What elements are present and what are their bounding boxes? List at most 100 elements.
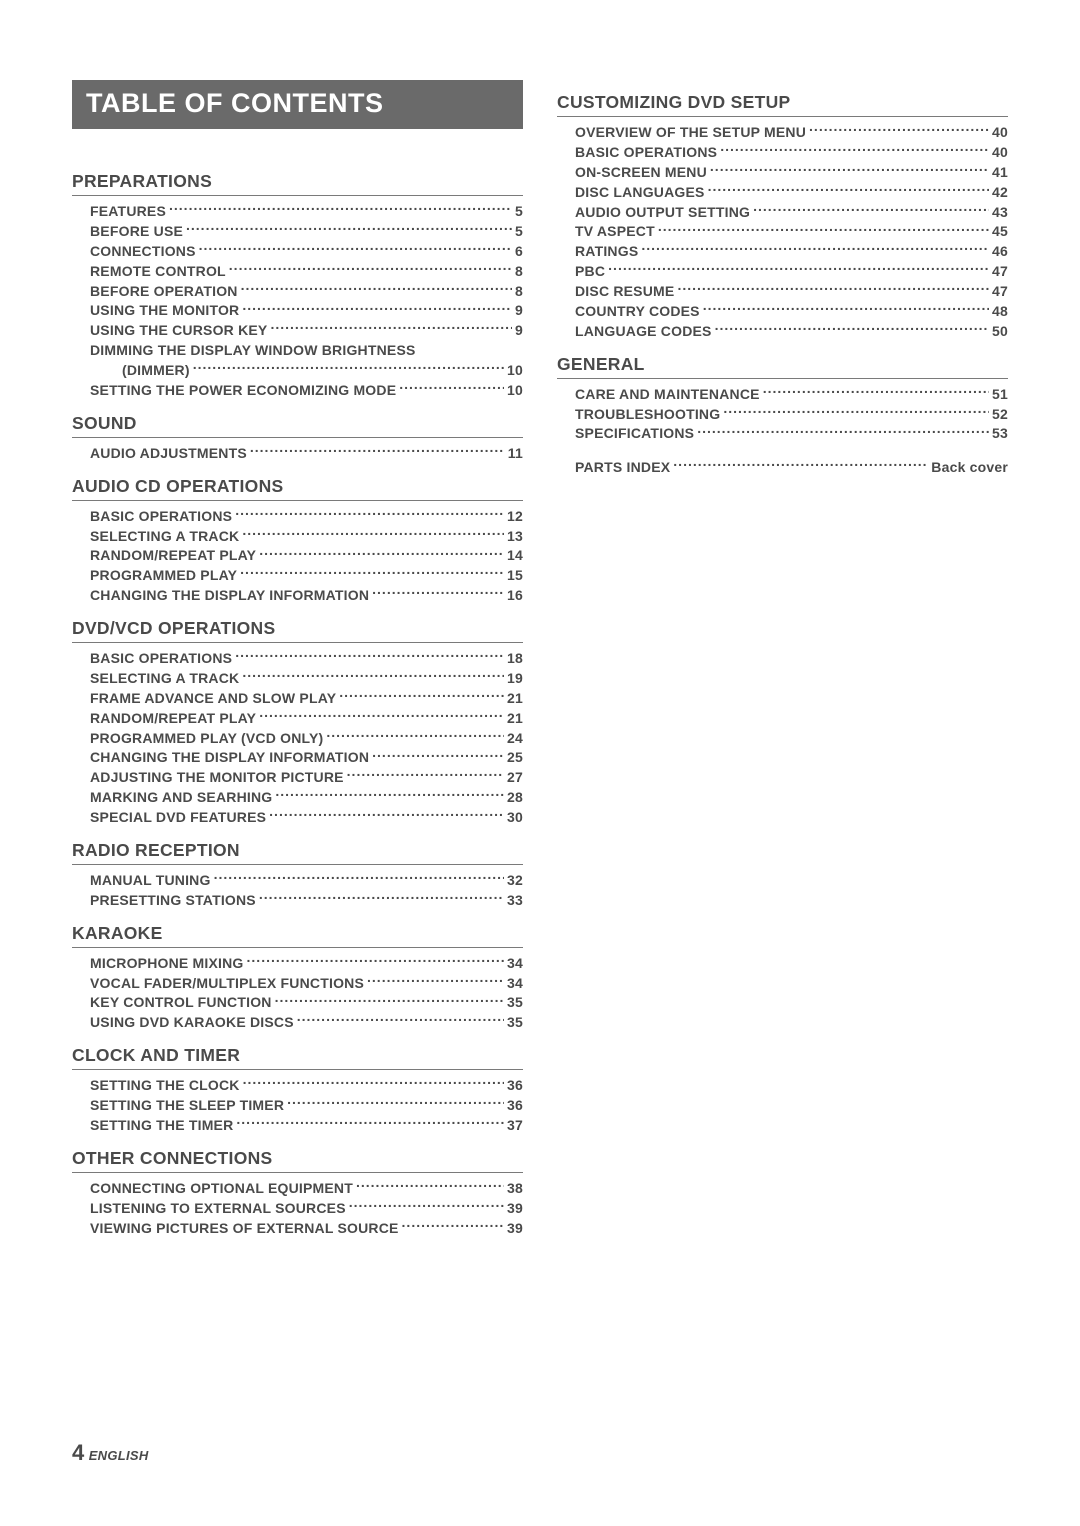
toc-label: PRESETTING STATIONS — [90, 891, 256, 911]
toc-page: 41 — [992, 163, 1008, 183]
page-number: 4 — [72, 1440, 84, 1465]
toc-label: BEFORE OPERATION — [90, 282, 238, 302]
toc-label: MICROPHONE MIXING — [90, 954, 244, 974]
toc-dots — [347, 768, 504, 782]
toc-row: (DIMMER)10 — [90, 361, 523, 381]
section-header: PREPARATIONS — [72, 171, 523, 196]
toc-page: 21 — [507, 689, 523, 709]
toc-dots — [763, 385, 989, 399]
toc-label: PROGRAMMED PLAY — [90, 566, 237, 586]
toc-entries: OVERVIEW OF THE SETUP MENU40BASIC OPERAT… — [557, 123, 1008, 342]
section-header: CUSTOMIZING DVD SETUP — [557, 92, 1008, 117]
toc-dots — [259, 891, 504, 905]
toc-label: USING THE MONITOR — [90, 301, 239, 321]
toc-label: RANDOM/REPEAT PLAY — [90, 709, 256, 729]
toc-page: 11 — [508, 444, 523, 464]
toc-entries: BASIC OPERATIONS12SELECTING A TRACK13RAN… — [72, 507, 523, 606]
toc-row: LISTENING TO EXTERNAL SOURCES39 — [90, 1199, 523, 1219]
toc-dots — [236, 1116, 504, 1130]
toc-page: 30 — [507, 808, 523, 828]
toc-dots — [367, 974, 504, 988]
toc-row: CARE AND MAINTENANCE 51 — [575, 385, 1008, 405]
toc-row: MICROPHONE MIXING 34 — [90, 954, 523, 974]
toc-label: SELECTING A TRACK — [90, 527, 239, 547]
toc-label: MARKING AND SEARHING — [90, 788, 272, 808]
toc-row: CHANGING THE DISPLAY INFORMATION25 — [90, 748, 523, 768]
toc-label: BEFORE USE — [90, 222, 183, 242]
toc-label: COUNTRY CODES — [575, 302, 700, 322]
toc-dots — [720, 143, 989, 157]
toc-row: REMOTE CONTROL 8 — [90, 262, 523, 282]
toc-label: RATINGS — [575, 242, 638, 262]
toc-dots — [287, 1096, 504, 1110]
toc-page: 51 — [992, 385, 1008, 405]
toc-entries: MICROPHONE MIXING34VOCAL FADER/MULTIPLEX… — [72, 954, 523, 1034]
toc-row: SPECIAL DVD FEATURES30 — [90, 808, 523, 828]
toc-row: DIMMING THE DISPLAY WINDOW BRIGHTNESS — [90, 341, 523, 361]
section-header: CLOCK AND TIMER — [72, 1045, 523, 1070]
page-language: ENGLISH — [89, 1448, 149, 1463]
toc-dots — [247, 954, 504, 968]
toc-row: CHANGING THE DISPLAY INFORMATION16 — [90, 586, 523, 606]
toc-row: FEATURES5 — [90, 202, 523, 222]
toc-label: CONNECTIONS — [90, 242, 196, 262]
toc-page: 8 — [515, 262, 523, 282]
toc-row: ADJUSTING THE MONITOR PICTURE27 — [90, 768, 523, 788]
toc-page: 8 — [515, 282, 523, 302]
toc-dots — [641, 242, 989, 256]
toc-page: 15 — [507, 566, 523, 586]
spacer — [575, 444, 1008, 458]
toc-page: 35 — [507, 1013, 523, 1033]
toc-row: RANDOM/REPEAT PLAY14 — [90, 546, 523, 566]
toc-entries: AUDIO ADJUSTMENTS11 — [72, 444, 523, 464]
toc-dots — [349, 1199, 504, 1213]
toc-row: MARKING AND SEARHING 28 — [90, 788, 523, 808]
toc-row: AUDIO OUTPUT SETTING43 — [575, 203, 1008, 223]
toc-row: BEFORE USE 5 — [90, 222, 523, 242]
right-column: CUSTOMIZING DVD SETUP OVERVIEW OF THE SET… — [557, 80, 1008, 1238]
toc-page: 37 — [507, 1116, 523, 1136]
toc-dots — [259, 709, 504, 723]
toc-label: BASIC OPERATIONS — [90, 649, 232, 669]
toc-page: 19 — [507, 669, 523, 689]
toc-row: SETTING THE TIMER37 — [90, 1116, 523, 1136]
toc-dots — [753, 203, 989, 217]
left-sections: PREPARATIONSFEATURES5BEFORE USE5CONNECTI… — [72, 171, 523, 1238]
section-header: GENERAL — [557, 354, 1008, 379]
toc-label: AUDIO OUTPUT SETTING — [575, 203, 750, 223]
toc-page: 34 — [507, 974, 523, 994]
right-sections: CUSTOMIZING DVD SETUP OVERVIEW OF THE SET… — [557, 92, 1008, 478]
toc-row: PBC47 — [575, 262, 1008, 282]
toc-row: PRESETTING STATIONS33 — [90, 891, 523, 911]
toc-row: CONNECTIONS6 — [90, 242, 523, 262]
section-header: SOUND — [72, 413, 523, 438]
toc-page: 12 — [507, 507, 523, 527]
toc-label: SETTING THE POWER ECONOMIZING MODE — [90, 381, 396, 401]
toc-row: BEFORE OPERATION 8 — [90, 282, 523, 302]
toc-page: 28 — [507, 788, 523, 808]
toc-dots — [608, 262, 989, 276]
toc-row: PARTS INDEXBack cover — [575, 458, 1008, 478]
toc-dots — [243, 1076, 504, 1090]
toc-entries: CONNECTING OPTIONAL EQUIPMENT38LISTENING… — [72, 1179, 523, 1239]
toc-label: ADJUSTING THE MONITOR PICTURE — [90, 768, 344, 788]
toc-row: TROUBLESHOOTING52 — [575, 405, 1008, 425]
toc-page: 40 — [992, 143, 1008, 163]
toc-label: CARE AND MAINTENANCE — [575, 385, 760, 405]
toc-page: 5 — [515, 222, 523, 242]
toc-dots — [229, 262, 512, 276]
toc-page: 45 — [992, 222, 1008, 242]
toc-page: 9 — [515, 301, 523, 321]
toc-label: REMOTE CONTROL — [90, 262, 226, 282]
toc-row: USING THE MONITOR 9 — [90, 301, 523, 321]
toc-page: Back cover — [931, 458, 1008, 478]
toc-entries: MANUAL TUNING32PRESETTING STATIONS33 — [72, 871, 523, 911]
toc-label: SETTING THE SLEEP TIMER — [90, 1096, 284, 1116]
toc-page: 34 — [507, 954, 523, 974]
toc-label: TROUBLESHOOTING — [575, 405, 720, 425]
toc-label: BASIC OPERATIONS — [575, 143, 717, 163]
page-footer: 4 ENGLISH — [72, 1440, 149, 1466]
toc-row: SETTING THE CLOCK36 — [90, 1076, 523, 1096]
toc-page: 39 — [507, 1219, 523, 1239]
toc-label: (DIMMER) — [122, 361, 190, 381]
